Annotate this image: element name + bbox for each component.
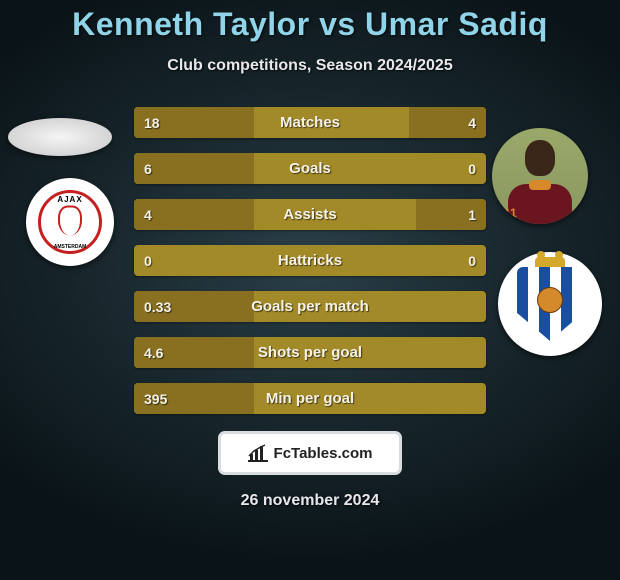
stat-value-right: 4 (468, 115, 476, 131)
stat-label: Matches (134, 114, 486, 131)
stat-value-right: 0 (468, 161, 476, 177)
bar-chart-icon (248, 444, 268, 462)
stat-row: 4Assists1 (134, 199, 486, 230)
stat-label: Shots per goal (134, 344, 486, 361)
source-logo: FcTables.com (221, 434, 399, 472)
stat-row: 6Goals0 (134, 153, 486, 184)
comparison-card: Kenneth Taylor vs Umar Sadiq Club compet… (0, 0, 620, 580)
stat-label: Goals (134, 160, 486, 177)
page-title: Kenneth Taylor vs Umar Sadiq (0, 6, 620, 43)
stat-label: Goals per match (134, 298, 486, 315)
stats-area: 18Matches46Goals04Assists10Hattricks00.3… (0, 107, 620, 414)
stat-value-right: 0 (468, 253, 476, 269)
stat-row: 0.33Goals per match (134, 291, 486, 322)
stat-label: Min per goal (134, 390, 486, 407)
stat-row: 18Matches4 (134, 107, 486, 138)
stat-bars: 18Matches46Goals04Assists10Hattricks00.3… (134, 107, 486, 414)
subtitle: Club competitions, Season 2024/2025 (0, 57, 620, 75)
stat-value-right: 1 (468, 207, 476, 223)
date-label: 26 november 2024 (0, 492, 620, 510)
stat-row: 395Min per goal (134, 383, 486, 414)
stat-label: Hattricks (134, 252, 486, 269)
stat-row: 0Hattricks0 (134, 245, 486, 276)
source-logo-text: FcTables.com (274, 445, 373, 462)
stat-label: Assists (134, 206, 486, 223)
stat-row: 4.6Shots per goal (134, 337, 486, 368)
